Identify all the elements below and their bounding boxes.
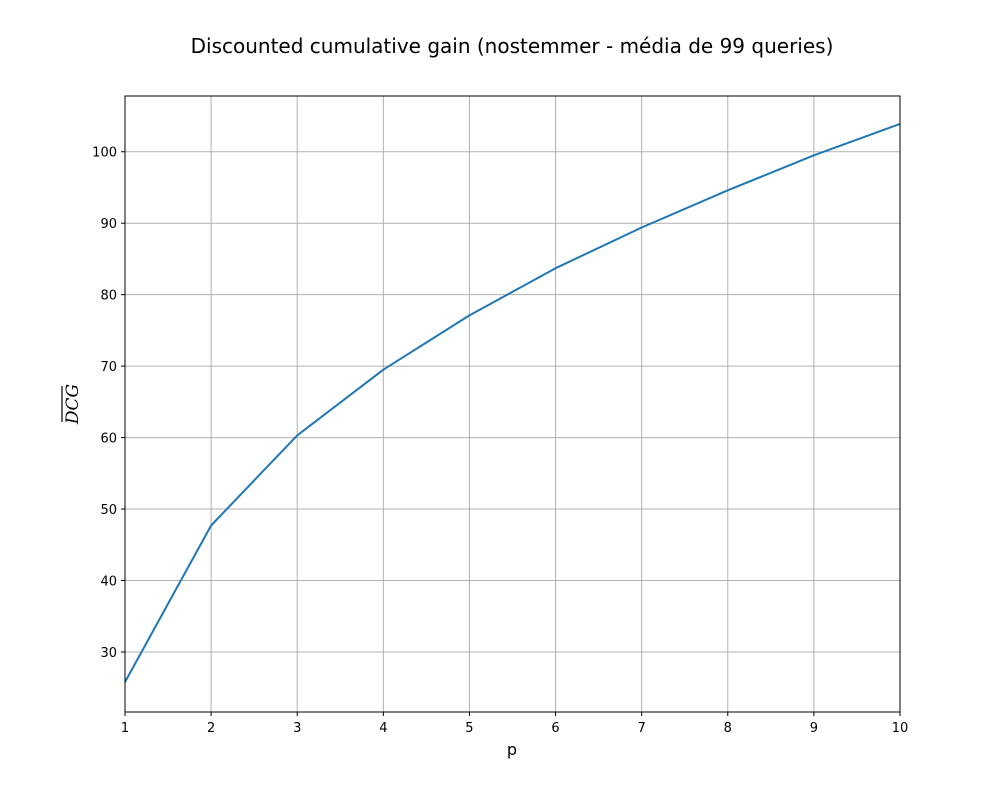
- series-line: [124, 122, 901, 683]
- x-axis-label: p: [507, 740, 517, 759]
- y-tick-label: 70: [100, 360, 117, 375]
- y-tick-label: 100: [92, 146, 117, 161]
- x-tick-label: 6: [551, 721, 559, 736]
- grid: [124, 96, 901, 712]
- chart-title: Discounted cumulative gain (nostemmer - …: [191, 34, 834, 58]
- x-tick-label: 9: [810, 721, 818, 736]
- x-tick-label: 3: [293, 721, 301, 736]
- y-axis-label: DCG: [63, 384, 83, 425]
- axes-frame: [124, 95, 901, 713]
- x-tick-label: 7: [638, 721, 646, 736]
- ticks: 1 2 3 4 5 6 7 8 9 10 30 40 50 60 70 80 90 100: [92, 146, 908, 736]
- y-tick-label: 60: [100, 432, 117, 447]
- x-tick-label: 8: [724, 721, 732, 736]
- y-tick-label: 90: [100, 217, 117, 232]
- y-tick-label: 40: [100, 575, 117, 590]
- y-tick-label: 30: [100, 646, 117, 661]
- plot-lines: [124, 122, 901, 683]
- y-tick-label: 80: [100, 289, 117, 304]
- x-tick-label: 4: [379, 721, 387, 736]
- y-tick-label: 50: [100, 503, 117, 518]
- x-tick-label: 5: [465, 721, 473, 736]
- y-axis-label-group: DCG: [61, 384, 83, 425]
- x-tick-label: 2: [207, 721, 215, 736]
- x-tick-label: 1: [121, 721, 129, 736]
- x-tick-label: 10: [892, 721, 909, 736]
